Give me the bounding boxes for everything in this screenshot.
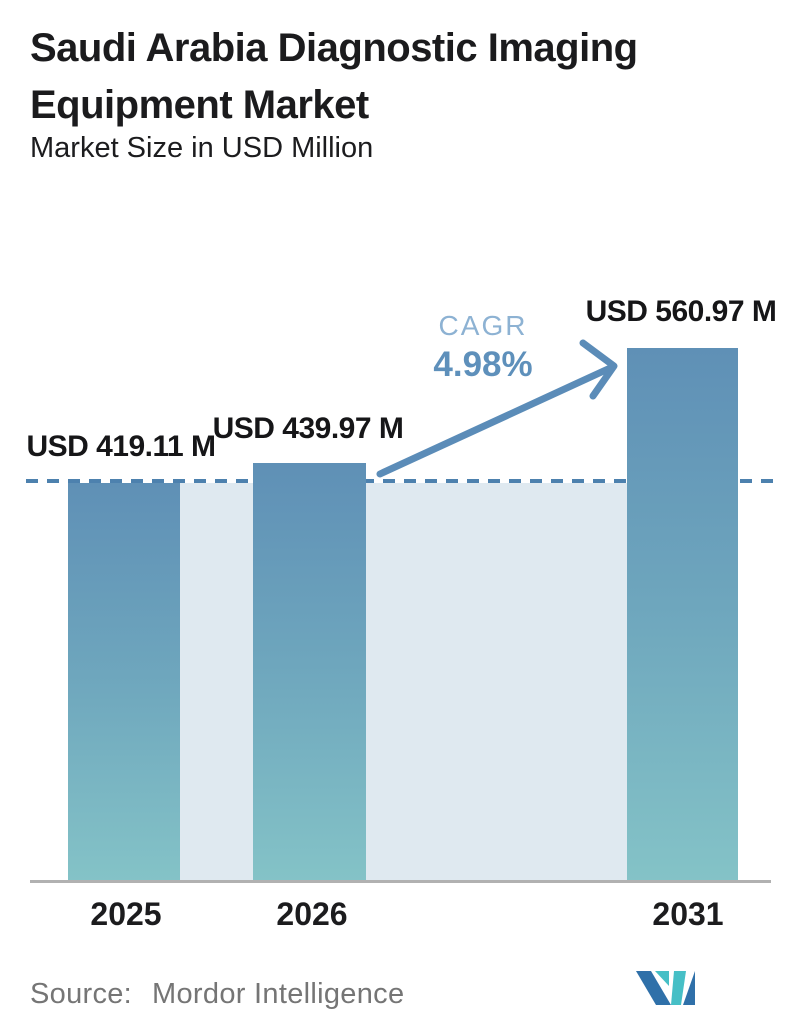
mordor-intelligence-logo-icon <box>636 971 695 1005</box>
cagr-value: 4.98% <box>433 345 533 384</box>
source-value: Mordor Intelligence <box>152 978 405 1010</box>
cagr-annotation: CAGR 4.98% <box>408 310 558 385</box>
title-line-1: Saudi Arabia Diagnostic Imaging <box>30 26 638 70</box>
x-axis-label-2031: 2031 <box>652 896 724 932</box>
source-label: Source: <box>30 978 133 1010</box>
reference-area-fill <box>180 483 627 882</box>
bar-2031 <box>627 348 738 882</box>
page-title: Saudi Arabia Diagnostic Imaging Equipmen… <box>30 20 750 134</box>
value-label-2031: USD 560.97 M <box>585 295 777 328</box>
x-axis-label-2026: 2026 <box>276 896 348 932</box>
title-line-2: Equipment Market <box>30 82 369 127</box>
value-label-2025: USD 419.11 M <box>26 430 216 463</box>
cagr-label: CAGR <box>438 310 528 341</box>
value-label-2026: USD 439.97 M <box>212 412 404 445</box>
bar-2026 <box>253 463 366 882</box>
dashed-reference-line <box>26 479 776 483</box>
x-axis-label-2025: 2025 <box>90 896 162 932</box>
bar-2025 <box>68 483 180 882</box>
source-attribution: Source: Mordor Intelligence <box>30 978 404 1011</box>
x-axis-line <box>30 880 771 883</box>
chart-subtitle: Market Size in USD Million <box>30 132 374 164</box>
